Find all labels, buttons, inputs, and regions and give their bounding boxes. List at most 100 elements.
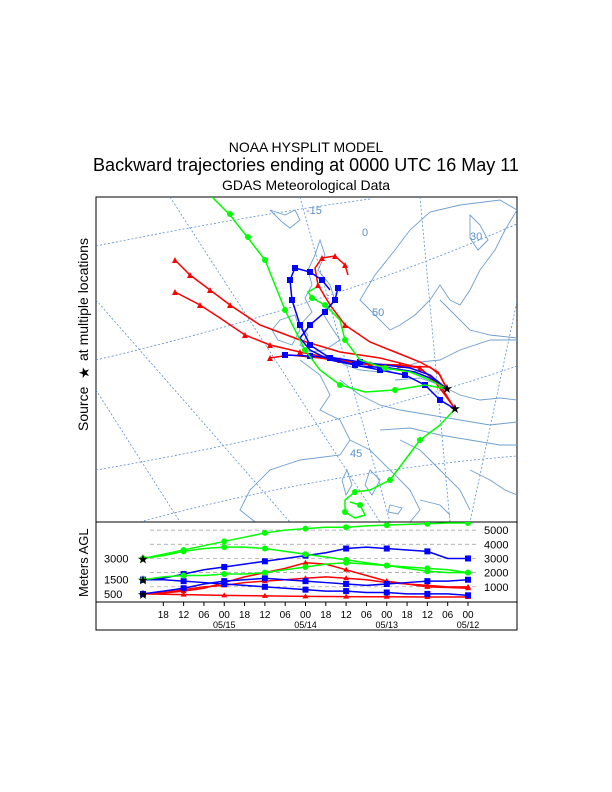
- xtick-label-7: 00: [300, 610, 312, 621]
- height-point-2-10: [343, 575, 350, 581]
- source-height-label-500: 500: [104, 589, 122, 601]
- height-point-5-8: [302, 578, 309, 585]
- map-side-label-multiple: at multiple locations: [75, 238, 91, 361]
- source-star-icon: ★: [137, 587, 149, 602]
- height-point-6-4: [221, 538, 228, 545]
- graticule-label-lon-30: 30: [470, 231, 482, 243]
- height-point-5-4: [221, 578, 228, 585]
- height-axis-label: Meters AGL: [76, 528, 91, 597]
- height-point-5-14: [424, 578, 431, 585]
- height-point-8-4: [221, 571, 228, 578]
- height-series: [140, 522, 471, 600]
- height-point-8-0: [140, 576, 146, 583]
- xtick-label-1: 12: [178, 610, 190, 621]
- source-height-label-1500: 1500: [104, 575, 128, 587]
- height-point-1-2: [180, 591, 187, 597]
- height-point-5-0: [140, 590, 146, 597]
- map-side-label-source: Source: [75, 386, 91, 431]
- source-height-labels: 3000 ★ 1500 ★ 500 ★: [104, 551, 149, 601]
- graticule-label-lat-45: 45: [350, 448, 362, 460]
- height-point-5-2: [180, 585, 187, 592]
- height-point-0-10: [343, 566, 350, 572]
- xtick-label-11: 00: [381, 610, 393, 621]
- source-markers: ★ ★: [441, 381, 461, 416]
- source-star-icon: ★: [441, 381, 453, 396]
- time-ticks: 18 12 06 00 18 12 06 00 18 12 06 00 18 12 06 00: [158, 602, 474, 621]
- height-point-2-16: [465, 583, 471, 589]
- height-point-6-14: [424, 522, 431, 527]
- height-point-3-14: [424, 548, 431, 555]
- height-point-6-12: [383, 522, 390, 529]
- date-label-1: 05/14: [294, 620, 317, 630]
- height-point-7-6: [261, 545, 268, 552]
- xtick-label-15: 00: [462, 610, 474, 621]
- map-content: ★ ★: [96, 197, 517, 522]
- height-point-5-6: [261, 575, 268, 582]
- height-point-1-8: [302, 593, 309, 599]
- xtick-label-4: 18: [239, 610, 251, 621]
- chart-title-model: NOAA HYSPLIT MODEL: [228, 139, 384, 155]
- height-point-8-16: [465, 569, 471, 576]
- ytick-label-3000: 3000: [484, 553, 508, 565]
- graticule-label-lon-0: 0: [362, 227, 368, 239]
- map-panel: ★ ★ -15 0 30 50 45 Source ★ at multiple …: [75, 196, 518, 523]
- xtick-label-2: 06: [198, 610, 210, 621]
- xtick-label-0: 18: [158, 610, 170, 621]
- ylabel: Meters AGL: [76, 528, 91, 597]
- height-point-3-6: [261, 558, 268, 565]
- height-point-8-14: [424, 565, 431, 572]
- height-point-1-6: [261, 592, 268, 598]
- height-point-6-16: [465, 522, 471, 526]
- ytick-label-5000: 5000: [484, 525, 508, 537]
- xtick-label-9: 12: [341, 610, 353, 621]
- height-point-8-10: [343, 559, 350, 566]
- height-tick-labels: 1000 2000 3000 4000 5000: [484, 525, 508, 594]
- height-point-3-12: [383, 545, 390, 552]
- ytick-label-1000: 1000: [484, 582, 508, 594]
- height-point-7-0: [140, 555, 146, 562]
- xtick-label-5: 12: [259, 610, 271, 621]
- date-label-0: 05/15: [213, 620, 236, 630]
- source-star-icon: ★: [137, 573, 149, 588]
- height-point-6-10: [343, 524, 350, 531]
- height-point-7-2: [180, 548, 187, 555]
- date-labels: 05/15 05/14 05/13 05/12: [213, 620, 479, 630]
- date-label-2: 05/13: [375, 620, 398, 630]
- map-frame: [95, 196, 518, 523]
- ytick-label-4000: 4000: [484, 539, 508, 551]
- height-point-1-4: [221, 592, 228, 598]
- xtick-label-14: 06: [442, 610, 454, 621]
- height-point-8-2: [180, 572, 187, 579]
- height-point-3-16: [465, 555, 471, 562]
- height-point-6-8: [302, 525, 309, 532]
- chart-subtitle: GDAS Meteorological Data: [221, 177, 391, 193]
- ytick-label-2000: 2000: [484, 568, 508, 580]
- height-point-3-4: [221, 563, 228, 570]
- graticule-labels: -15 0 30 50 45: [306, 205, 482, 460]
- height-point-4-14: [424, 590, 431, 597]
- graticule-label-lon-minus15: -15: [306, 205, 322, 217]
- height-point-4-16: [465, 592, 471, 599]
- trajectory-green-2: [211, 197, 448, 393]
- height-point-3-10: [343, 545, 350, 552]
- date-label-3: 05/12: [457, 620, 480, 630]
- map-side-label: Source ★ at multiple locations: [75, 238, 92, 431]
- graticule-label-lat-50: 50: [372, 307, 384, 319]
- time-axis-frame: [95, 601, 518, 631]
- height-point-0-8: [302, 559, 309, 565]
- xtick-label-8: 18: [320, 610, 332, 621]
- height-point-4-10: [343, 588, 350, 595]
- star-icon: ★: [76, 366, 92, 379]
- height-point-7-8: [302, 551, 309, 558]
- height-point-5-12: [383, 580, 390, 587]
- height-point-6-6: [261, 529, 268, 536]
- height-point-1-10: [343, 593, 350, 599]
- height-point-2-14: [424, 582, 431, 588]
- height-point-1-12: [383, 593, 390, 599]
- height-point-7-4: [221, 544, 228, 551]
- height-point-4-2: [180, 578, 187, 585]
- xtick-label-12: 18: [402, 610, 414, 621]
- height-point-5-16: [465, 576, 471, 583]
- source-star-icon: ★: [137, 551, 149, 566]
